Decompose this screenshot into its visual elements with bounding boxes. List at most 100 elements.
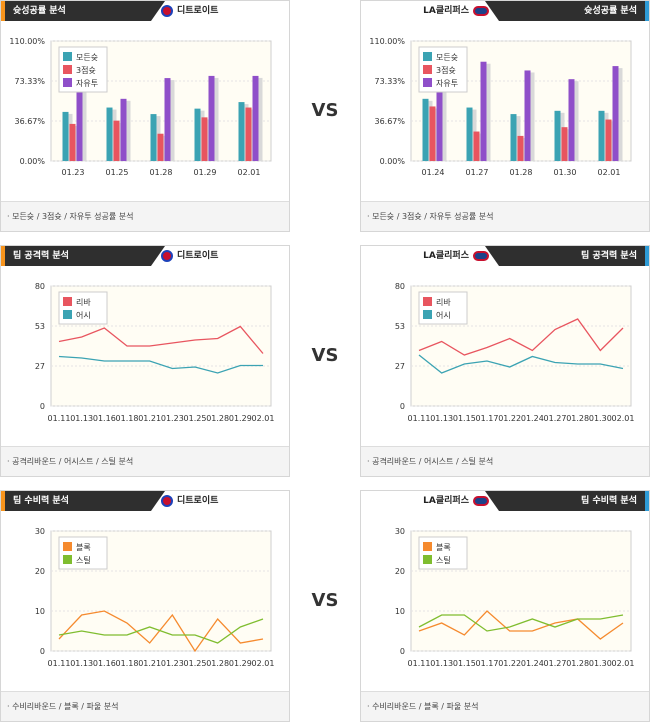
x-tick-label: 01.27 — [544, 659, 567, 668]
bar-shadow — [439, 77, 447, 161]
section-tab: 팀 수비력 분석 — [1, 491, 165, 511]
section-tab: 슛성공률 분석 — [1, 1, 165, 21]
x-tick-label: 01.24 — [521, 414, 544, 423]
bar — [422, 98, 429, 161]
legend-label: 3점슛 — [436, 65, 456, 75]
bar — [245, 107, 252, 161]
analysis-footer: · 수비리바운드 / 블록 / 파울 분석 — [1, 691, 289, 721]
section-tab: 팀 공격력 분석 — [1, 246, 165, 266]
chart-area: 0 27 53 80 01.11 01.13 01.16 01.18 01.21 01.23 01.… — [1, 266, 289, 446]
bar-shadow — [513, 116, 521, 161]
x-tick-label: 02.01 — [612, 414, 635, 423]
x-tick-label: 02.01 — [252, 659, 275, 668]
x-tick-label: 01.23 — [161, 414, 184, 423]
y-tick-label: 0.00% — [380, 157, 406, 166]
bar — [106, 107, 113, 161]
x-tick-label: 01.13 — [430, 659, 453, 668]
x-tick-label: 01.17 — [476, 414, 499, 423]
legend-label: 리바 — [436, 297, 451, 307]
bar — [238, 102, 245, 161]
y-tick-label: 80 — [35, 282, 45, 291]
legend-label: 어시 — [76, 310, 91, 320]
vs-label: VS — [311, 345, 339, 366]
bar-shadow — [564, 129, 572, 161]
team-name: LA클리퍼스 — [423, 1, 489, 21]
y-tick-label: 36.67% — [374, 117, 405, 126]
bar — [510, 114, 517, 161]
legend-label: 블록 — [76, 542, 91, 552]
section-tab: 팀 공격력 분석 — [485, 246, 649, 266]
x-tick-label: 01.28 — [206, 414, 229, 423]
y-tick-label: 0 — [40, 402, 45, 411]
x-tick-label: 01.13 — [430, 414, 453, 423]
bar — [113, 120, 120, 161]
x-tick-label: 01.30 — [589, 414, 612, 423]
chart-svg: 0.00% 36.67% 73.33% 110.00% 01.23 01.25 01.28 0… — [9, 37, 272, 177]
x-tick-label: 01.25 — [184, 659, 207, 668]
chart-area: 0 27 53 80 01.11 01.13 01.15 01.17 01.22 01.24 01.… — [361, 266, 649, 446]
bar — [194, 108, 201, 161]
bar-shadow — [65, 113, 73, 161]
x-tick-label: 01.18 — [116, 659, 139, 668]
x-tick-label: 01.30 — [589, 659, 612, 668]
x-tick-label: 01.22 — [498, 659, 521, 668]
x-tick-label: 01.29 — [229, 414, 252, 423]
x-tick-label: 01.17 — [476, 659, 499, 668]
y-tick-label: 20 — [35, 567, 45, 576]
legend-swatch — [63, 78, 72, 87]
y-tick-label: 53 — [35, 322, 45, 331]
bar-shadow — [615, 68, 623, 161]
y-tick-label: 0 — [400, 647, 405, 656]
legend-swatch — [423, 52, 432, 61]
chart-area: 0 10 20 30 01.11 01.13 01.15 01.17 01.22 01.24 01.… — [361, 511, 649, 691]
bar — [466, 107, 473, 161]
x-tick-label: 01.27 — [544, 414, 567, 423]
series-line — [58, 325, 264, 354]
legend-label: 자유투 — [76, 79, 98, 88]
clippers-logo-icon — [473, 5, 489, 16]
bar — [76, 67, 83, 161]
panel-header: 팀 수비력 분석 LA클리퍼스 — [361, 491, 649, 511]
x-tick-label: 01.24 — [521, 659, 544, 668]
x-tick-label: 01.15 — [453, 659, 476, 668]
x-tick-label: 01.28 — [510, 168, 533, 177]
bar — [164, 78, 171, 161]
legend-swatch — [63, 555, 72, 564]
bar-shadow — [241, 104, 249, 161]
legend-swatch — [63, 542, 72, 551]
bar-shadow — [571, 81, 579, 161]
shooting-left-panel: 슛성공률 분석 디트로이트 0.00% 36.67% 73.33% 110.00% 01.2… — [0, 0, 290, 232]
x-tick-label: 01.13 — [70, 659, 93, 668]
x-tick-label: 01.11 — [48, 659, 71, 668]
panel-header: 팀 공격력 분석 디트로이트 — [1, 246, 289, 266]
bar-shadow — [160, 135, 168, 161]
series-line — [418, 614, 624, 632]
bar-shadow — [520, 137, 528, 161]
chart-area: 0.00% 36.67% 73.33% 110.00% 01.24 01.27 01.28 0… — [361, 21, 649, 201]
bar — [554, 110, 561, 161]
bar — [598, 110, 605, 161]
x-tick-label: 01.15 — [453, 414, 476, 423]
bar-shadow — [527, 72, 535, 161]
y-tick-label: 0 — [40, 647, 45, 656]
x-tick-label: 01.28 — [206, 659, 229, 668]
bar-shadow — [255, 77, 263, 161]
bar-shadow — [469, 109, 477, 161]
analysis-footer: · 공격리바운드 / 어시스트 / 스틸 분석 — [361, 446, 649, 476]
x-tick-label: 01.13 — [70, 414, 93, 423]
x-tick-label: 01.29 — [194, 168, 217, 177]
x-tick-label: 02.01 — [238, 168, 261, 177]
bar — [561, 127, 568, 161]
y-tick-label: 27 — [35, 362, 45, 371]
bar-shadow — [109, 109, 117, 161]
panel-header: 슛성공률 분석 디트로이트 — [1, 1, 289, 21]
y-tick-label: 30 — [395, 527, 405, 536]
legend-label: 리바 — [76, 297, 91, 307]
team-label: LA클리퍼스 — [423, 251, 469, 261]
shooting-right-panel: 슛성공률 분석 LA클리퍼스 0.00% 36.67% 73.33% 110.00% 01.… — [360, 0, 650, 232]
bar — [480, 61, 487, 161]
x-tick-label: 01.28 — [150, 168, 173, 177]
